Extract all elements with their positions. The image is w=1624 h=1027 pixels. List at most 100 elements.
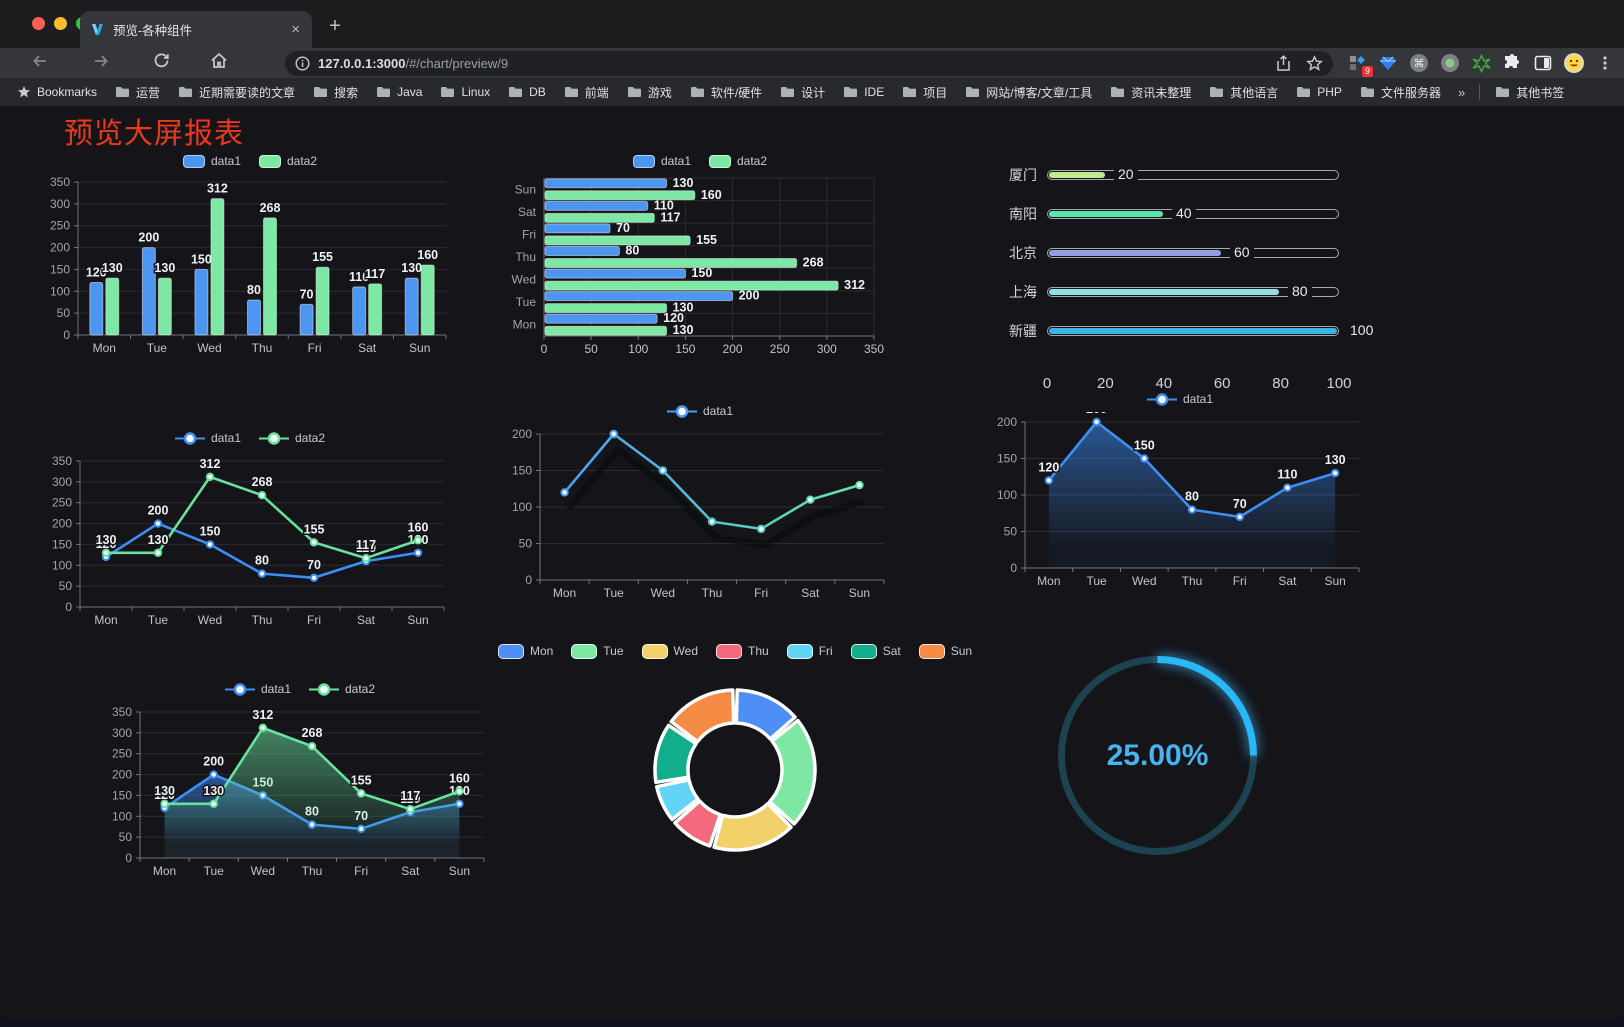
progress-value: 40 bbox=[1172, 205, 1196, 221]
bookmark-folder[interactable]: IDE bbox=[836, 82, 891, 102]
bookmark-folder[interactable]: 前端 bbox=[557, 81, 616, 104]
bookmarks-overflow-chevron[interactable]: » bbox=[1457, 84, 1466, 100]
svg-text:Fri: Fri bbox=[754, 586, 768, 600]
svg-text:0: 0 bbox=[125, 851, 132, 865]
legend-item[interactable]: data2 bbox=[709, 154, 767, 168]
legend-item[interactable]: data1 bbox=[174, 431, 241, 445]
back-icon[interactable] bbox=[22, 53, 56, 74]
reload-icon[interactable] bbox=[144, 52, 178, 74]
pie-slice-wed[interactable] bbox=[712, 801, 793, 852]
window-minimize-button[interactable] bbox=[54, 17, 67, 30]
pie-slice-sun[interactable] bbox=[669, 688, 736, 744]
bookmark-folder[interactable]: Linux bbox=[433, 82, 497, 102]
bookmark-folder[interactable]: 游戏 bbox=[620, 81, 679, 104]
bookmark-label: DB bbox=[529, 85, 546, 99]
svg-text:150: 150 bbox=[512, 464, 532, 478]
extension-command-icon[interactable]: ⌘ bbox=[1408, 52, 1430, 74]
extension-star-icon[interactable] bbox=[1470, 52, 1492, 74]
legend-item[interactable]: Tue bbox=[571, 643, 624, 659]
legend-item[interactable]: Wed bbox=[641, 643, 698, 659]
share-icon[interactable] bbox=[1275, 55, 1292, 72]
bookmark-folder[interactable]: 文件服务器 bbox=[1353, 81, 1448, 104]
menu-dots-icon[interactable] bbox=[1594, 52, 1616, 74]
bookmark-label: Linux bbox=[461, 85, 491, 99]
legend-item[interactable]: Thu bbox=[716, 643, 769, 659]
bookmark-folder[interactable]: 设计 bbox=[773, 81, 832, 104]
legend-item[interactable]: data1 bbox=[182, 154, 241, 168]
star-icon bbox=[18, 86, 30, 98]
legend-item[interactable]: Fri bbox=[786, 643, 833, 659]
legend-item[interactable]: data1 bbox=[666, 404, 733, 418]
svg-text:120: 120 bbox=[86, 266, 107, 280]
gradient-line-chart: data1 0 50 100 150 200 Mon Tue Wed Thu Fri Sat Sun bbox=[500, 398, 900, 610]
extension-record-icon[interactable] bbox=[1439, 52, 1461, 74]
bookmark-label: 资讯未整理 bbox=[1131, 85, 1192, 100]
tab-close-icon[interactable]: × bbox=[291, 21, 300, 38]
folder-icon bbox=[179, 87, 193, 97]
pie-slice-tue[interactable] bbox=[767, 718, 817, 826]
browser-tab[interactable]: 预览-各种组件 × bbox=[80, 11, 312, 48]
two-series-line-chart: data1 data2 0 50 100 150 200 250 300 350 Mon Tue Wed… bbox=[40, 425, 460, 637]
bookmark-folder[interactable]: 搜索 bbox=[306, 81, 365, 104]
sidebar-toggle-icon[interactable] bbox=[1532, 52, 1554, 74]
svg-text:130: 130 bbox=[1325, 453, 1346, 467]
site-info-icon[interactable] bbox=[295, 56, 310, 71]
bookmark-folder[interactable]: 近期需要读的文章 bbox=[171, 81, 302, 104]
svg-text:155: 155 bbox=[312, 250, 333, 264]
pie-slice-thu[interactable] bbox=[673, 799, 722, 848]
legend-item[interactable]: Sun bbox=[918, 643, 972, 659]
chart-legend: data1 data2 bbox=[40, 148, 460, 174]
svg-text:250: 250 bbox=[112, 747, 132, 761]
folder-icon bbox=[1496, 87, 1510, 97]
svg-text:150: 150 bbox=[112, 788, 132, 802]
svg-text:Mon: Mon bbox=[93, 341, 116, 355]
address-bar[interactable]: 127.0.0.1:3000/#/chart/preview/9 bbox=[285, 51, 1333, 76]
extensions-puzzle-icon[interactable] bbox=[1501, 52, 1523, 74]
svg-text:160: 160 bbox=[449, 771, 470, 785]
extension-gem-icon[interactable] bbox=[1377, 52, 1399, 74]
line-chart-canvas: 0 50 100 150 200 250 300 350 Mon Tue Wed Thu Fri Sat S… bbox=[52, 454, 445, 627]
svg-text:350: 350 bbox=[52, 454, 72, 468]
legend-item[interactable]: data1 bbox=[224, 682, 291, 696]
legend-item[interactable]: data1 bbox=[1146, 392, 1213, 406]
bookmark-star-icon[interactable] bbox=[1306, 55, 1323, 72]
home-icon[interactable] bbox=[202, 52, 236, 74]
other-bookmarks-folder[interactable]: 其他书签 bbox=[1488, 81, 1571, 104]
svg-text:200: 200 bbox=[723, 342, 743, 356]
legend-item[interactable]: Sat bbox=[850, 643, 901, 659]
progress-fill bbox=[1049, 250, 1221, 256]
svg-text:80: 80 bbox=[1185, 490, 1199, 504]
forward-icon[interactable] bbox=[84, 53, 118, 74]
svg-text:Mon: Mon bbox=[553, 586, 576, 600]
bookmark-folder[interactable]: 其他语言 bbox=[1202, 81, 1285, 104]
svg-text:70: 70 bbox=[1233, 497, 1247, 511]
pie-slice-sat[interactable] bbox=[653, 723, 698, 785]
svg-text:150: 150 bbox=[50, 262, 70, 276]
bookmark-folder[interactable]: 网站/博客/文章/工具 bbox=[958, 81, 1099, 104]
window-close-button[interactable] bbox=[32, 17, 45, 30]
bookmark-folder[interactable]: 软件/硬件 bbox=[683, 81, 769, 104]
bookmark-folder[interactable]: Java bbox=[369, 82, 429, 102]
legend-item[interactable]: data2 bbox=[309, 682, 375, 696]
bookmark-folder[interactable]: DB bbox=[501, 82, 553, 102]
svg-text:130: 130 bbox=[673, 176, 694, 190]
pie-slice-fri[interactable] bbox=[655, 778, 700, 822]
bookmark-root[interactable]: Bookmarks bbox=[10, 82, 104, 102]
legend-item[interactable]: data2 bbox=[259, 431, 325, 445]
svg-text:Tue: Tue bbox=[148, 613, 169, 627]
extension-badge: 9 bbox=[1361, 66, 1373, 77]
extension-grid-icon[interactable]: 9 bbox=[1346, 52, 1373, 77]
legend-item[interactable]: Mon bbox=[497, 643, 553, 659]
bookmark-folder[interactable]: 运营 bbox=[108, 81, 167, 104]
bookmark-folder[interactable]: 资讯未整理 bbox=[1103, 81, 1198, 104]
url-text: 127.0.0.1:3000/#/chart/preview/9 bbox=[318, 56, 1275, 71]
bookmark-folder[interactable]: 项目 bbox=[895, 81, 954, 104]
svg-text:50: 50 bbox=[119, 830, 133, 844]
svg-text:200: 200 bbox=[739, 289, 760, 303]
bookmark-folder[interactable]: PHP bbox=[1289, 82, 1349, 102]
pie-slice-mon[interactable] bbox=[734, 688, 797, 741]
new-tab-button[interactable]: + bbox=[329, 15, 341, 37]
legend-item[interactable]: data1 bbox=[632, 154, 691, 168]
legend-item[interactable]: data2 bbox=[259, 154, 317, 168]
profile-avatar[interactable] bbox=[1563, 52, 1585, 74]
